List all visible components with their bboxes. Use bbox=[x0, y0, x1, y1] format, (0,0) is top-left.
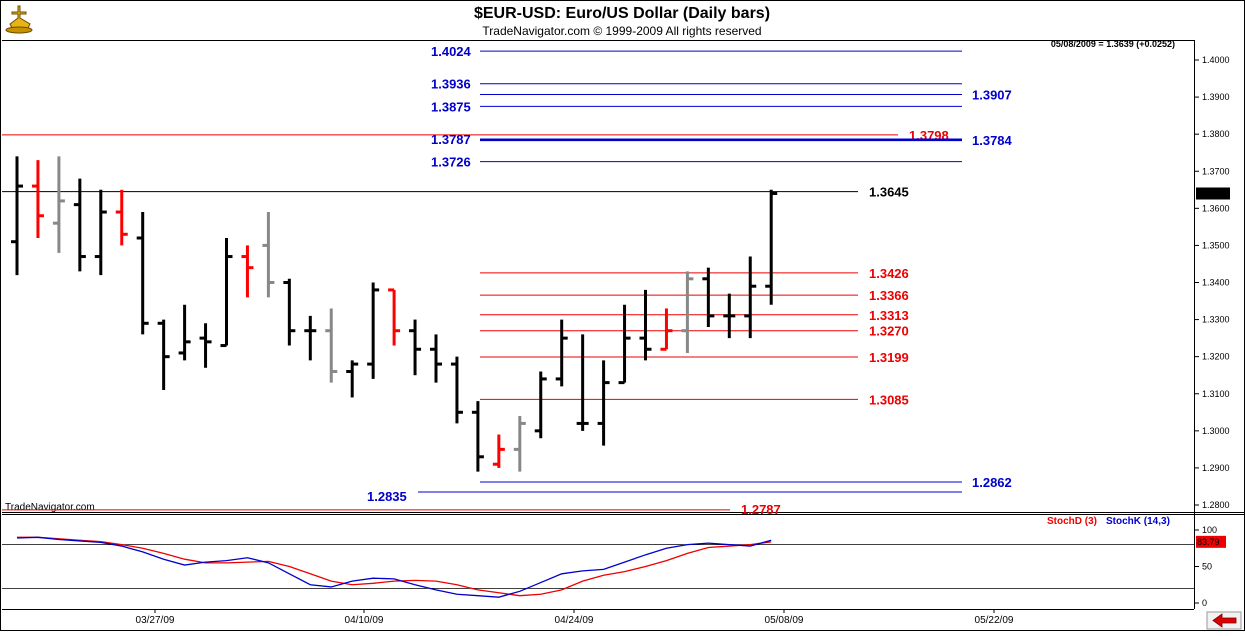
last-price-info: 05/08/2009 = 1.3639 (+0.0252) bbox=[1051, 39, 1175, 49]
level-label: 1.3784 bbox=[972, 133, 1013, 148]
date-tick-label: 04/10/09 bbox=[345, 615, 384, 626]
last-price-label: 1.3639 bbox=[1198, 189, 1226, 199]
level-label: 1.2787 bbox=[741, 502, 781, 517]
price-tick-label: 1.3700 bbox=[1202, 166, 1230, 176]
level-label: 1.4024 bbox=[431, 44, 472, 59]
level-label: 1.2862 bbox=[972, 475, 1012, 490]
ohlc-bar bbox=[681, 271, 694, 353]
level-label: 1.3426 bbox=[869, 266, 909, 281]
ohlc-bar bbox=[660, 308, 673, 351]
level-label: 1.3270 bbox=[869, 324, 909, 339]
ohlc-bar bbox=[199, 323, 212, 368]
ohlc-bar bbox=[115, 189, 128, 246]
stochd-series-line bbox=[17, 536, 772, 597]
ohlc-bar bbox=[367, 282, 380, 379]
price-bars-layer bbox=[11, 156, 778, 472]
ohlc-bar bbox=[618, 304, 631, 385]
ohlc-bar bbox=[157, 319, 170, 391]
level-label: 1.3366 bbox=[869, 288, 909, 303]
ohlc-bar bbox=[241, 245, 254, 298]
price-tick-label: 1.3200 bbox=[1202, 352, 1230, 362]
trade-navigator-logo-icon bbox=[5, 5, 33, 34]
date-axis: 03/27/09 04/10/09 04/24/09 05/08/09 05/22/09 bbox=[136, 609, 1014, 626]
level-label: 1.3313 bbox=[869, 308, 909, 323]
ohlc-bar bbox=[639, 289, 652, 361]
ohlc-bar bbox=[325, 308, 338, 383]
level-label: 1.3787 bbox=[431, 132, 471, 147]
chart-title: $EUR-USD: Euro/US Dollar (Daily bars) bbox=[474, 5, 770, 22]
ohlc-bar bbox=[576, 334, 589, 431]
ohlc-bar bbox=[765, 189, 778, 305]
ohlc-bar bbox=[513, 416, 526, 472]
date-tick-label: 03/27/09 bbox=[136, 615, 175, 626]
ohlc-bar bbox=[744, 256, 757, 339]
date-tick-label: 05/22/09 bbox=[975, 615, 1014, 626]
stochk-legend: StochK (14,3) bbox=[1106, 516, 1170, 527]
ohlc-bar bbox=[94, 189, 107, 276]
ohlc-bar bbox=[702, 267, 715, 327]
ohlc-bar bbox=[178, 304, 191, 361]
scroll-left-arrow-icon[interactable] bbox=[1206, 611, 1242, 630]
price-tick-label: 1.3900 bbox=[1202, 92, 1230, 102]
ohlc-bar bbox=[430, 334, 442, 383]
level-label: 1.3199 bbox=[869, 350, 909, 365]
price-tick-label: 1.3600 bbox=[1202, 203, 1230, 213]
ohlc-bar bbox=[597, 360, 610, 446]
level-label: 1.3645 bbox=[869, 185, 909, 200]
ohlc-bar bbox=[283, 278, 296, 346]
ohlc-bar bbox=[346, 360, 359, 398]
ohlc-bar bbox=[11, 156, 23, 276]
price-tick-label: 1.2900 bbox=[1202, 463, 1230, 473]
price-tick-label: 1.3300 bbox=[1202, 315, 1230, 325]
ohlc-bar bbox=[136, 212, 149, 335]
stoch-tick-label: 100 bbox=[1202, 525, 1217, 535]
level-label: 1.3085 bbox=[869, 392, 909, 407]
level-label: 1.3936 bbox=[431, 77, 471, 92]
stochd-legend: StochD (3) bbox=[1047, 516, 1097, 527]
level-label: 1.3875 bbox=[431, 99, 471, 114]
price-tick-label: 1.3500 bbox=[1202, 240, 1230, 250]
ohlc-bar bbox=[534, 371, 547, 439]
stoch-last-box bbox=[1196, 535, 1226, 548]
price-tick-label: 1.3000 bbox=[1202, 426, 1230, 436]
chart-subtitle: TradeNavigator.com © 1999-2009 All right… bbox=[482, 24, 761, 38]
stoch-last-label: 83.79 bbox=[1197, 537, 1220, 547]
ohlc-bar bbox=[31, 160, 44, 238]
ohlc-bar bbox=[73, 178, 86, 272]
ohlc-bar bbox=[304, 315, 317, 361]
level-label: 1.3726 bbox=[431, 155, 471, 170]
ohlc-bar bbox=[262, 212, 275, 298]
stoch-tick-label: 50 bbox=[1202, 562, 1212, 572]
ohlc-bar bbox=[450, 356, 463, 424]
stochastic-pane: 100 50 0 83.79 bbox=[2, 525, 1226, 608]
ohlc-bar bbox=[492, 434, 505, 468]
date-tick-label: 04/24/09 bbox=[555, 615, 594, 626]
stochk-series-line bbox=[16, 536, 772, 598]
level-label: 1.3907 bbox=[972, 87, 1012, 102]
stoch-tick-label: 0 bbox=[1202, 598, 1207, 608]
date-tick-label: 05/08/09 bbox=[765, 615, 804, 626]
ohlc-bar bbox=[220, 238, 233, 348]
price-tick-label: 1.4000 bbox=[1202, 55, 1230, 65]
price-tick-label: 1.3800 bbox=[1202, 129, 1230, 139]
ohlc-bar bbox=[52, 156, 65, 253]
ohlc-bar bbox=[555, 319, 568, 387]
price-tick-label: 1.3100 bbox=[1202, 389, 1230, 399]
price-tick-label: 1.2800 bbox=[1202, 500, 1230, 510]
ohlc-bar bbox=[388, 288, 401, 346]
ohlc-bar bbox=[409, 319, 422, 376]
ohlc-bar bbox=[471, 401, 484, 472]
price-axis: 1.4000 1.3900 1.3800 1.3700 1.3600 1.3500 1.34… bbox=[1194, 55, 1230, 510]
last-price-box bbox=[1196, 187, 1230, 200]
price-tick-label: 1.3400 bbox=[1202, 278, 1230, 288]
credit-label: TradeNavigator.com bbox=[5, 502, 95, 513]
ohlc-bar bbox=[723, 293, 736, 339]
level-label: 1.2835 bbox=[367, 489, 407, 504]
